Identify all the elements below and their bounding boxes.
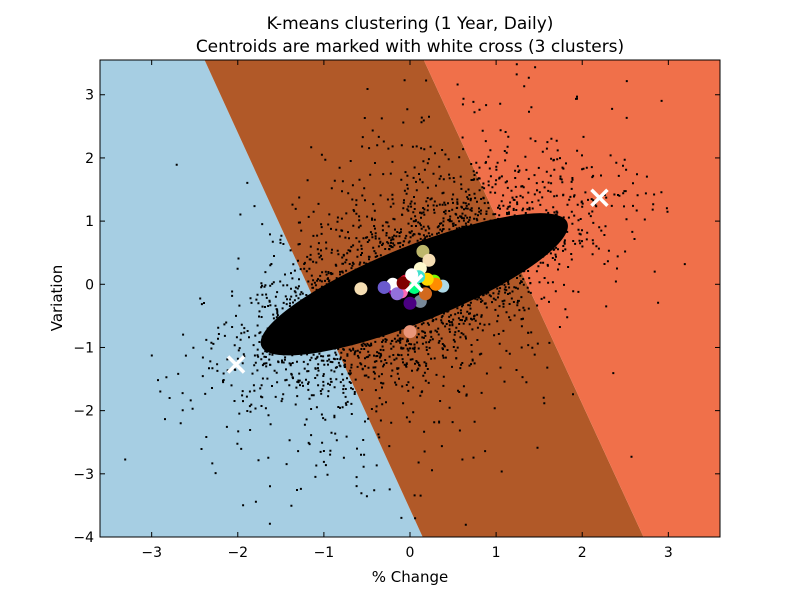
- x-tick-label: −3: [141, 545, 162, 561]
- x-axis-label: % Change: [372, 568, 448, 586]
- centroid-markers: [226, 188, 609, 374]
- y-tick-label: −1: [73, 340, 94, 356]
- y-tick-label: 0: [85, 277, 94, 293]
- x-tick-label: 2: [578, 545, 587, 561]
- highlight-point: [403, 296, 417, 310]
- centroid-cross: [590, 188, 609, 207]
- y-axis-ticks: −4 −3 −2 −1 0 1 2 3: [73, 88, 720, 546]
- y-tick-label: −4: [73, 530, 94, 546]
- highlight-point: [354, 282, 368, 296]
- x-tick-label: 1: [492, 545, 501, 561]
- x-tick-label: −2: [227, 545, 248, 561]
- chart-subtitle: Centroids are marked with white cross (3…: [196, 37, 624, 57]
- y-axis-label: Variation: [48, 265, 66, 332]
- y-tick-label: −3: [73, 467, 94, 483]
- centroid-cross: [226, 355, 246, 374]
- y-tick-label: 1: [85, 214, 94, 230]
- highlight-point: [403, 325, 417, 339]
- x-tick-label: −1: [314, 545, 335, 561]
- y-tick-label: 2: [85, 151, 94, 167]
- centroid-cross: [405, 273, 424, 293]
- y-tick-label: −2: [73, 404, 94, 420]
- highlight-point: [422, 253, 436, 267]
- cluster-region: [100, 60, 423, 537]
- y-tick-label: 3: [85, 88, 94, 104]
- highlight-point: [377, 280, 391, 294]
- x-tick-label: 3: [664, 545, 673, 561]
- highlight-point: [396, 276, 410, 290]
- highlight-point: [390, 287, 404, 301]
- x-tick-label: 0: [406, 545, 415, 561]
- x-axis-ticks: −3 −2 −1 0 1 2 3: [141, 60, 673, 561]
- cluster-region: [423, 60, 720, 537]
- chart-title: K-means clustering (1 Year, Daily): [267, 14, 554, 34]
- highlight-points: [354, 244, 450, 339]
- cluster-regions: [100, 60, 720, 537]
